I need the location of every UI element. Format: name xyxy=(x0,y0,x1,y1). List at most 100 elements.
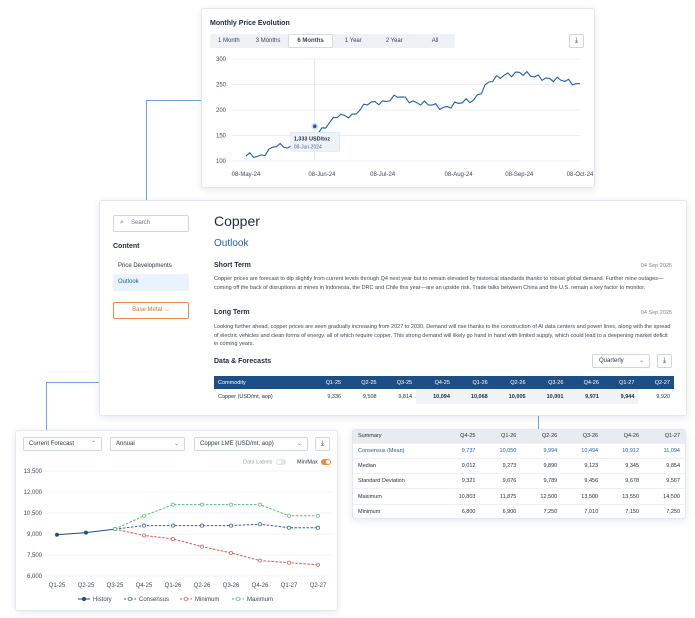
legend-item-history: History xyxy=(78,596,112,603)
summary-card: Summary Q4-25 Q1-26 Q2-26 Q3-26 Q4-26 Q1-27 Co… xyxy=(352,429,686,520)
x-tick-label: Q3-25 xyxy=(107,583,124,589)
table-cell: 9,920 xyxy=(656,393,670,400)
column-header-q3-25: Q3-25 xyxy=(380,376,417,389)
table-cell: 9,123 xyxy=(562,457,604,474)
section-title: Outlook xyxy=(214,238,249,249)
table-cell: 9,890 xyxy=(521,457,563,474)
table-cell: 9,854 xyxy=(644,457,685,474)
data-point xyxy=(258,558,262,563)
table-cell: 11,875 xyxy=(480,488,522,505)
table-cell: 10,001 xyxy=(529,389,568,404)
row-label: Consensus (Mean) xyxy=(353,442,440,459)
table-cell: 12,500 xyxy=(521,488,563,505)
column-header-q4-26: Q4-26 xyxy=(567,376,603,389)
download-icon[interactable]: ⤓ xyxy=(569,34,584,48)
x-tick-label: 08-Jul-24 xyxy=(370,172,396,178)
connector-line xyxy=(146,100,147,202)
column-header-q3-26: Q3-26 xyxy=(529,376,568,389)
chevron-down-icon: ⌄ xyxy=(638,358,644,364)
row-label: Standard Deviation xyxy=(353,473,440,489)
series-line-maximum xyxy=(114,504,318,530)
tab-all[interactable]: All xyxy=(431,38,439,44)
legend-label: History xyxy=(93,597,112,603)
data-point xyxy=(142,533,146,538)
forecast-table: Commodity Q1-25 Q2-25 Q3-25 Q4-25 Q1-26 Q2-26 Q… xyxy=(214,376,674,404)
x-tick-label: Q1-27 xyxy=(281,583,298,589)
y-tick-label: 100 xyxy=(216,159,227,165)
row-label: Copper (USD/mt, aop) xyxy=(218,393,273,400)
data-point xyxy=(287,513,291,518)
toggle-off-icon xyxy=(276,459,286,465)
connector-line xyxy=(538,405,539,430)
sidebar-item-price-developments[interactable]: Price Developments xyxy=(118,263,172,269)
frequency-select[interactable]: Annual ⌄ xyxy=(110,437,185,451)
tab-6-months[interactable]: 6 Months xyxy=(288,34,333,48)
data-point xyxy=(229,523,233,528)
price-tooltip: 1,333 USD/toz 08-Jun-2024 xyxy=(290,132,340,152)
y-tick-label: 150 xyxy=(216,134,227,140)
legend-label: Maximum xyxy=(247,597,273,603)
table-cell: 14,500 xyxy=(644,488,685,505)
period-select[interactable]: Quarterly ⌄ xyxy=(592,354,650,368)
forecast-type-select[interactable]: Current Forecast ⌃ xyxy=(23,437,102,451)
price-chart-card: Monthly Price Evolution 1 Month 3 Months… xyxy=(201,8,595,188)
x-tick-label: Q2-27 xyxy=(310,583,327,589)
connector-line xyxy=(46,382,100,383)
data-point xyxy=(258,502,262,507)
table-cell: 10,005 xyxy=(491,389,530,404)
data-point xyxy=(229,502,233,507)
column-header-q4-25: Q4-25 xyxy=(416,376,454,389)
table-cell: 7,250 xyxy=(644,503,685,520)
frequency-value: Annual xyxy=(116,441,135,447)
x-tick-label: 08-Sep-24 xyxy=(505,172,534,178)
y-tick-label: 300 xyxy=(216,57,227,63)
data-point xyxy=(171,523,175,528)
tooltip-box xyxy=(290,132,340,152)
column-header-q3-26: Q3-26 xyxy=(562,430,604,443)
tab-3-months[interactable]: 3 Months xyxy=(255,38,281,44)
base-metal-button[interactable]: Base Metal → xyxy=(113,302,189,319)
column-header-q1-27: Q1-27 xyxy=(644,430,685,443)
table-cell: 10,068 xyxy=(453,389,492,404)
column-header-q2-26: Q2-26 xyxy=(521,430,563,443)
x-tick-label: Q4-25 xyxy=(136,583,153,589)
column-header-q4-26: Q4-26 xyxy=(603,430,645,443)
long-term-text: Looking further ahead, copper prices are… xyxy=(214,324,671,347)
commodity-select[interactable]: Copper LME (USD/mt, aop) ⌄ xyxy=(194,437,308,451)
column-header-q4-25: Q4-25 xyxy=(439,430,481,443)
legend-item-consensus: Consensus xyxy=(124,596,169,603)
chevron-down-icon: ⌃ xyxy=(90,441,96,447)
data-labels-label: Data Labels xyxy=(243,459,273,466)
data-point xyxy=(113,527,117,532)
data-point xyxy=(55,532,59,537)
legend-marker xyxy=(235,596,241,602)
sidebar-item-outlook[interactable]: Outlook xyxy=(113,274,189,291)
search-icon: ⌕ xyxy=(120,219,124,226)
content-heading: Content xyxy=(113,243,140,250)
table-cell: 9,567 xyxy=(644,473,685,489)
legend-label: Minimum xyxy=(195,597,219,603)
tab-1-year[interactable]: 1 Year xyxy=(344,38,362,44)
table-cell: 10,050 xyxy=(480,442,522,459)
download-icon[interactable]: ⤓ xyxy=(657,354,672,368)
tab-1-month[interactable]: 1 Month xyxy=(218,38,240,44)
tab-2-year[interactable]: 2 Year xyxy=(385,38,403,44)
download-icon[interactable]: ⤓ xyxy=(315,437,330,451)
y-tick-label: 7,500 xyxy=(27,553,43,559)
table-cell: 7,150 xyxy=(603,503,645,520)
minmax-toggle[interactable]: Min/Max xyxy=(297,459,332,465)
legend-marker xyxy=(127,596,133,602)
data-labels-toggle[interactable]: Data Labels xyxy=(243,459,286,465)
column-header-q2-26: Q2-26 xyxy=(491,376,530,389)
search-input[interactable]: ⌕ Search xyxy=(113,215,189,232)
legend-marker xyxy=(183,596,189,602)
legend-marker xyxy=(81,596,87,602)
y-tick-label: 10,500 xyxy=(24,511,43,517)
table-cell: 7,250 xyxy=(521,503,563,520)
table-cell: 9,336 xyxy=(327,393,342,400)
column-header-commodity: Commodity xyxy=(214,376,310,389)
x-tick-label: Q1-25 xyxy=(49,583,66,589)
data-point xyxy=(287,560,291,565)
column-header-q1-26: Q1-26 xyxy=(480,430,522,443)
table-header-row: Commodity Q1-25 Q2-25 Q3-25 Q4-25 Q1-26 Q2-26 Q… xyxy=(214,376,674,389)
